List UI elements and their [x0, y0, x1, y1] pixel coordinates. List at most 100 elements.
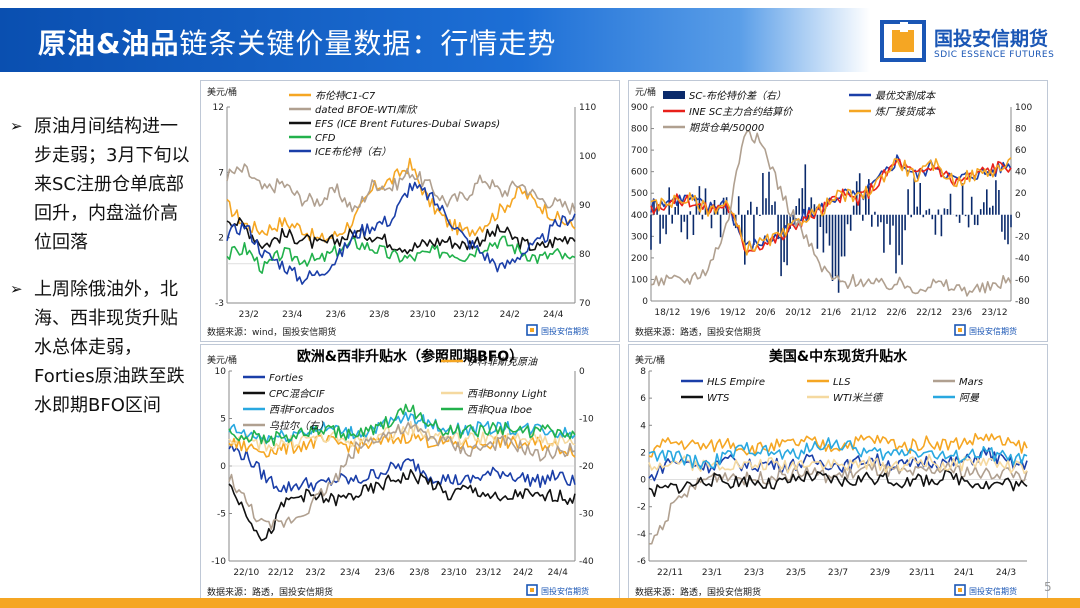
y-right-tick-label: 0	[579, 367, 585, 377]
y-tick-label: -5	[217, 510, 226, 520]
legend-label: WTS	[707, 393, 730, 404]
series-line	[648, 469, 1028, 497]
series-line	[226, 157, 576, 243]
y-right-tick-label: 80	[1015, 125, 1027, 135]
title-bold: 原油&油品	[38, 27, 180, 60]
x-tick-label: 23/4	[282, 310, 302, 320]
legend-label: 阿曼	[959, 392, 980, 404]
y-tick-label: 10	[215, 367, 227, 377]
chart-4: 美元/桶 美国&中东现货升贴水 -6 -4 -2 0 2 4 6 8 22/11 23/1 23/3 23…	[635, 348, 1028, 598]
chart-title: 美国&中东现货升贴水	[769, 348, 908, 365]
arrow-icon: ➢	[10, 117, 23, 135]
chart-logo-text: 国投安信期货	[969, 586, 1017, 596]
y-right-tick-label: -40	[1015, 254, 1030, 264]
unit-label: 元/桶	[635, 86, 656, 98]
x-tick-label: 24/2	[500, 310, 520, 320]
x-tick-label: 23/12	[453, 310, 479, 320]
chart-logo-icon	[958, 328, 962, 332]
series-line	[650, 158, 1012, 254]
series-line	[228, 430, 576, 458]
series-line	[228, 444, 576, 493]
y-right-tick-label: 80	[579, 250, 591, 260]
legend-label: 期货仓单/50000	[689, 122, 764, 134]
x-tick-label: 23/6	[952, 308, 972, 318]
y-tick-label: 200	[631, 254, 648, 264]
y-tick-label: 0	[642, 297, 648, 307]
legend-label: WTI米兰德	[833, 392, 884, 404]
y-tick-label: 0	[220, 462, 226, 472]
y-tick-label: 12	[213, 103, 224, 113]
bullet-list: ➢ 原油月间结构进一步走弱；3月下旬以来SC注册仓单底部回升，内盘溢价高位回落 ➢…	[8, 112, 193, 438]
y-tick-label: 6	[640, 394, 646, 404]
legend-label: 炼厂接货成本	[875, 106, 936, 118]
y-tick-label: 7	[218, 168, 224, 178]
y-tick-label: 4	[640, 421, 646, 431]
y-tick-label: 600	[631, 168, 648, 178]
y-tick-label: 400	[631, 211, 648, 221]
series-line	[228, 421, 576, 530]
legend-label: ICE布伦特（右）	[315, 146, 391, 158]
series-line	[226, 163, 576, 215]
chart-panel-4: 美元/桶 美国&中东现货升贴水 -6 -4 -2 0 2 4 6 8 22/11 23/1 23/3 23…	[628, 344, 1048, 602]
legend-label: SC-布伦特价差（右）	[689, 90, 786, 102]
legend-label: Mars	[959, 377, 983, 388]
x-tick-label: 23/11	[909, 568, 935, 578]
x-tick-label: 23/2	[239, 310, 259, 320]
x-tick-label: 23/12	[476, 568, 502, 578]
title-rest: 链条关键价量数据：行情走势	[179, 27, 557, 60]
y-tick-label: -6	[637, 557, 646, 567]
x-tick-label: 23/8	[369, 310, 389, 320]
page-title: 原油&油品链条关键价量数据：行情走势	[38, 22, 556, 62]
series-line	[228, 469, 576, 542]
chart-logo: 国投安信期货	[954, 584, 1017, 596]
logo-en: SDIC ESSENCE FUTURES	[934, 50, 1055, 60]
y-right-tick-label: 110	[579, 103, 596, 113]
chart-logo: 国投安信期货	[954, 324, 1017, 336]
x-tick-label: 20/12	[785, 308, 811, 318]
chart-logo: 国投安信期货	[526, 584, 589, 596]
series-line	[648, 437, 1028, 470]
header-band	[0, 8, 870, 72]
series-line	[228, 403, 576, 447]
legend-label: LLS	[833, 377, 851, 388]
chart-panel-3: 美元/桶 欧洲&西非升贴水（参照即期BFO） -10 -5 0 5 10 -40 -30 -20 -…	[200, 344, 620, 602]
x-tick-label: 24/2	[513, 568, 533, 578]
x-tick-label: 24/3	[996, 568, 1016, 578]
x-tick-label: 19/12	[720, 308, 746, 318]
y-right-tick-label: 100	[1015, 103, 1032, 113]
y-tick-label: -4	[637, 530, 646, 540]
y-tick-label: 800	[631, 125, 648, 135]
logo-mark-icon	[880, 20, 926, 62]
y-tick-label: 0	[640, 476, 646, 486]
footer-bar	[0, 598, 1080, 608]
x-tick-label: 23/6	[375, 568, 395, 578]
unit-label: 美元/桶	[207, 86, 237, 98]
y-tick-label: -2	[637, 503, 646, 513]
unit-label: 美元/桶	[635, 354, 665, 366]
y-right-tick-label: 70	[579, 299, 591, 309]
legend-swatch	[663, 91, 685, 99]
header: 原油&油品链条关键价量数据：行情走势 国投安信期货 SDIC ESSENCE F…	[0, 0, 1080, 78]
page-number: 5	[1044, 580, 1052, 594]
chart-logo-icon	[530, 588, 534, 592]
legend-label: HLS Empire	[707, 377, 765, 388]
series-line	[228, 420, 576, 452]
x-tick-label: 22/12	[268, 568, 294, 578]
y-right-tick-label: 60	[1015, 146, 1027, 156]
x-tick-label: 19/6	[690, 308, 710, 318]
chart-logo-icon	[958, 588, 962, 592]
legend-label: CFD	[315, 133, 336, 144]
y-tick-label: 900	[631, 103, 648, 113]
logo-cn: 国投安信期货	[934, 28, 1049, 50]
y-right-tick-label: -20	[1015, 232, 1030, 242]
x-tick-label: 22/12	[916, 308, 942, 318]
bullet-text: 上周除俄油外，北海、西非现货升贴水总体走弱，Forties原油跌至跌水即期BFO…	[34, 279, 185, 416]
legend-label: 乌拉尔（右）	[269, 420, 329, 432]
source-note: 数据来源：路透，国投安信期货	[207, 586, 333, 598]
y-tick-label: 2	[640, 448, 646, 458]
bullet-item: ➢ 上周除俄油外，北海、西非现货升贴水总体走弱，Forties原油跌至跌水即期BF…	[8, 275, 193, 420]
y-tick-label: 100	[631, 275, 648, 285]
y-right-tick-label: -80	[1015, 297, 1030, 307]
x-tick-label: 18/12	[654, 308, 680, 318]
unit-label: 美元/桶	[207, 354, 237, 366]
